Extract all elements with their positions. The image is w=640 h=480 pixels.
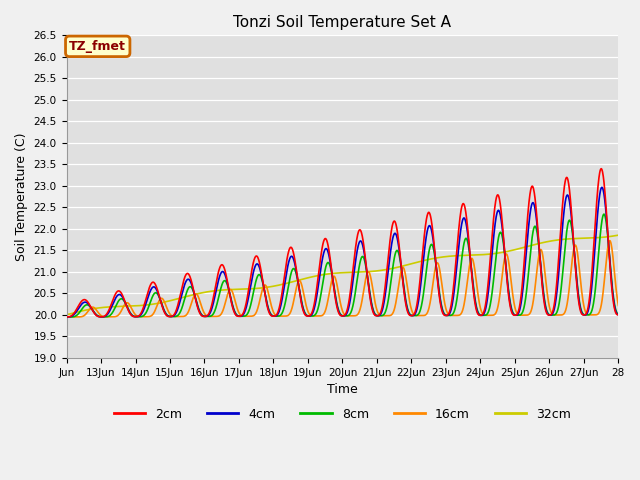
Text: TZ_fmet: TZ_fmet xyxy=(69,40,126,53)
Y-axis label: Soil Temperature (C): Soil Temperature (C) xyxy=(15,132,28,261)
Title: Tonzi Soil Temperature Set A: Tonzi Soil Temperature Set A xyxy=(234,15,451,30)
Legend: 2cm, 4cm, 8cm, 16cm, 32cm: 2cm, 4cm, 8cm, 16cm, 32cm xyxy=(109,403,576,426)
X-axis label: Time: Time xyxy=(327,383,358,396)
